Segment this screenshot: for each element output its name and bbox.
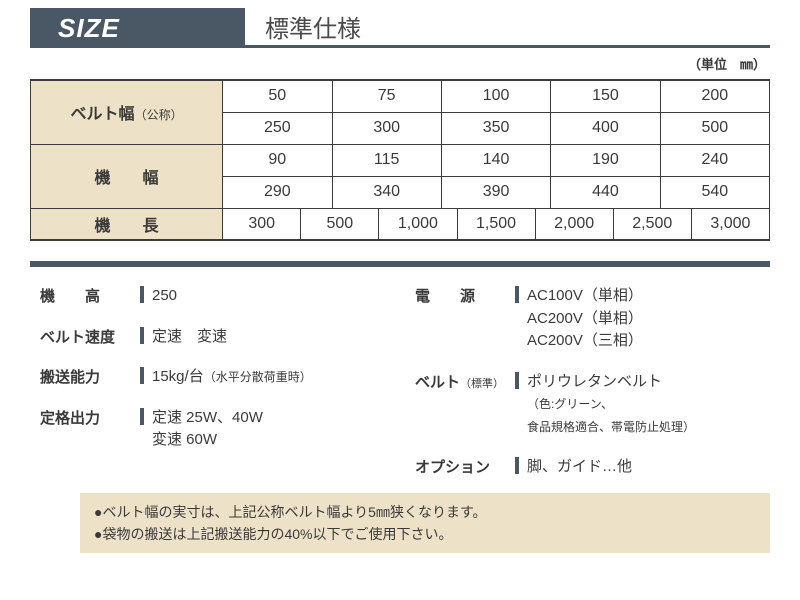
table-cell: 150	[551, 80, 660, 112]
header-row: SIZE 標準仕様	[30, 8, 770, 48]
divider-bar	[515, 457, 519, 474]
table-cell: 390	[441, 176, 550, 208]
divider-bar	[515, 286, 519, 303]
spec-label: 定格出力	[40, 407, 140, 428]
spec-value: AC100V（単相）AC200V（単相）AC200V（三相）	[527, 285, 760, 353]
table-cell: 2,000	[535, 208, 613, 240]
spec-value: 15kg/台（水平分散荷重時）	[152, 366, 385, 389]
spec-label: オプション	[415, 456, 515, 477]
size-table: ベルト幅（公称）5075100150200250300350400500機 幅9…	[30, 79, 770, 241]
table-cell: 300	[223, 208, 301, 240]
table-cell: 240	[660, 144, 769, 176]
table-row-label: 機 長	[31, 208, 223, 240]
table-cell: 400	[551, 112, 660, 144]
specs-col-right: 電 源 AC100V（単相）AC200V（単相）AC200V（三相） ベルト（標準）…	[415, 285, 760, 479]
spec-label: ベルト速度	[40, 326, 140, 347]
table-cell: 2,500	[613, 208, 691, 240]
spec-item: 電 源 AC100V（単相）AC200V（単相）AC200V（三相）	[415, 285, 760, 353]
table-cell: 75	[332, 80, 441, 112]
spec-value: 定速 25W、40W変速 60W	[152, 407, 385, 452]
table-cell: 540	[660, 176, 769, 208]
unit-note: （単位 ㎜）	[30, 52, 770, 79]
note-line: ●袋物の搬送は上記搬送能力の40%以下でご使用下さい。	[94, 523, 756, 545]
specs-col-left: 機 高250ベルト速度定速 変速搬送能力15kg/台（水平分散荷重時）定格出力定…	[40, 285, 385, 479]
spec-item: 機 高 250	[40, 285, 385, 308]
spec-label: 搬送能力	[40, 366, 140, 387]
section-rule	[30, 261, 770, 267]
note-line: ●ベルト幅の実寸は、上記公称ベルト幅より5㎜狭くなります。	[94, 501, 756, 523]
table-cell: 300	[332, 112, 441, 144]
divider-bar	[515, 372, 519, 389]
notes-box: ●ベルト幅の実寸は、上記公称ベルト幅より5㎜狭くなります。●袋物の搬送は上記搬送…	[80, 493, 770, 554]
table-cell: 1,000	[379, 208, 457, 240]
spec-value: ポリウレタンベルト（色:グリーン、食品規格適合、帯電防止処理）	[527, 371, 760, 439]
table-row-label: 機 幅	[31, 144, 223, 208]
divider-bar	[140, 286, 144, 303]
table-cell: 90	[223, 144, 332, 176]
spec-label: 機 高	[40, 285, 140, 306]
table-cell: 3,000	[691, 208, 769, 240]
table-cell: 290	[223, 176, 332, 208]
table-cell: 100	[441, 80, 550, 112]
divider-bar	[140, 408, 144, 425]
size-tab: SIZE	[30, 8, 245, 48]
table-row-label: ベルト幅（公称）	[31, 80, 223, 144]
table-cell: 115	[332, 144, 441, 176]
spec-item: ベルト（標準） ポリウレタンベルト（色:グリーン、食品規格適合、帯電防止処理）	[415, 371, 760, 439]
table-cell: 1,500	[457, 208, 535, 240]
divider-bar	[140, 327, 144, 344]
table-cell: 500	[660, 112, 769, 144]
table-cell: 50	[223, 80, 332, 112]
table-cell: 250	[223, 112, 332, 144]
spec-item: 搬送能力 15kg/台（水平分散荷重時）	[40, 366, 385, 389]
spec-value: 脚、ガイド…他	[527, 456, 760, 479]
table-cell: 340	[332, 176, 441, 208]
table-cell: 440	[551, 176, 660, 208]
spec-item: 定格出力定速 25W、40W変速 60W	[40, 407, 385, 452]
divider-bar	[140, 367, 144, 384]
spec-item: オプション脚、ガイド…他	[415, 456, 760, 479]
spec-label: 電 源	[415, 285, 515, 306]
table-cell: 140	[441, 144, 550, 176]
spec-value: 定速 変速	[152, 326, 385, 349]
table-cell: 190	[551, 144, 660, 176]
table-cell: 500	[301, 208, 379, 240]
spec-value: 250	[152, 285, 385, 308]
table-cell: 200	[660, 80, 769, 112]
spec-item: ベルト速度定速 変速	[40, 326, 385, 349]
spec-label: ベルト（標準）	[415, 371, 515, 392]
table-cell: 350	[441, 112, 550, 144]
spec-title: 標準仕様	[245, 8, 770, 48]
specs-block: 機 高250ベルト速度定速 変速搬送能力15kg/台（水平分散荷重時）定格出力定…	[30, 285, 770, 479]
